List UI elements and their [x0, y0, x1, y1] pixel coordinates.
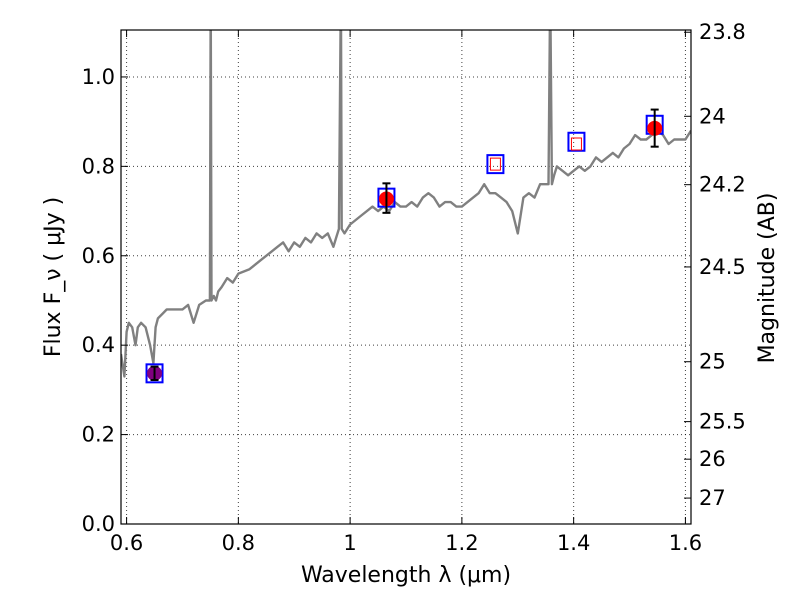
open-square-marker — [145, 363, 164, 384]
right-tick-label: 23.8 — [699, 20, 746, 44]
right-tick-label: 24.2 — [699, 173, 746, 197]
x-axis-label: Wavelength λ (μm) — [301, 563, 511, 588]
x-tick-label: 1.2 — [445, 531, 478, 555]
y-tick-label: 0.0 — [82, 512, 115, 536]
plot-frame — [120, 29, 692, 525]
x-tick-label: 0.6 — [110, 531, 143, 555]
open-square-marker — [486, 154, 505, 175]
x-tick-label: 1.6 — [669, 531, 702, 555]
right-tick-label: 24.5 — [699, 255, 746, 279]
y-tick-label: 0.2 — [82, 423, 115, 447]
x-tick-label: 1 — [343, 531, 356, 555]
y-axis-label: Flux F_ν ( μJy ) — [41, 197, 66, 357]
y-tick-label: 1.0 — [82, 65, 115, 89]
open-square-marker — [567, 131, 586, 152]
x-tick-label: 1.4 — [557, 531, 590, 555]
spectrum-layer — [121, 30, 691, 378]
grid — [121, 30, 691, 525]
small-square-marker — [489, 157, 501, 171]
right-tick-label: 25.5 — [699, 410, 746, 434]
axis-ticks: 0.6 0.8 1 1.2 1.4 1.6 0.0 0.2 0.4 0.6 0.8 1.0 23.8 24… — [82, 20, 746, 555]
small-square-marker — [570, 137, 582, 151]
right-tick-label: 25 — [699, 350, 726, 374]
right-tick-label: 27 — [699, 486, 726, 510]
y-tick-label: 0.6 — [82, 244, 115, 268]
x-tick-label: 0.8 — [222, 531, 255, 555]
right-tick-label: 24 — [699, 104, 726, 128]
y-tick-label: 0.8 — [82, 154, 115, 178]
right-axis-label: Magnitude (AB) — [755, 193, 780, 364]
spectrum-line — [121, 30, 691, 378]
y-tick-label: 0.4 — [82, 333, 115, 357]
photometry-markers — [145, 108, 664, 384]
right-tick-label: 26 — [699, 447, 726, 471]
